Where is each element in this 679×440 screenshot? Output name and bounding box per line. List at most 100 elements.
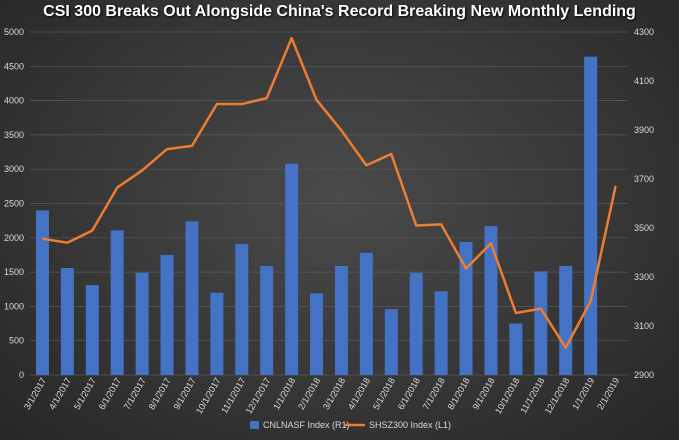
bar bbox=[235, 243, 249, 375]
line-point bbox=[216, 103, 218, 105]
x-tick-label: 12/1/2017 bbox=[244, 376, 273, 416]
bar bbox=[409, 272, 423, 375]
line-point bbox=[290, 37, 293, 39]
right-tick-label: 3300 bbox=[634, 272, 654, 282]
bar bbox=[334, 265, 348, 375]
x-tick-label: 11/1/2017 bbox=[219, 376, 247, 415]
left-tick-label: 4000 bbox=[4, 96, 24, 106]
chart-title: CSI 300 Breaks Out Alongside China's Rec… bbox=[43, 3, 636, 20]
line-point bbox=[240, 103, 243, 105]
left-tick-label: 1500 bbox=[4, 267, 24, 277]
line-point bbox=[66, 241, 69, 244]
line-point bbox=[440, 223, 442, 226]
left-tick-label: 4500 bbox=[4, 61, 24, 71]
bar bbox=[584, 56, 598, 376]
right-tick-label: 3900 bbox=[634, 125, 654, 135]
line-point bbox=[390, 153, 393, 155]
right-tick-label: 2900 bbox=[634, 370, 654, 380]
bar bbox=[459, 241, 473, 375]
left-tick-label: 3500 bbox=[4, 130, 24, 140]
line-point bbox=[614, 185, 617, 188]
line-point bbox=[91, 229, 94, 232]
legend: CNLNASF Index (R1) SHSZ300 Index (L1) bbox=[250, 420, 451, 430]
bar bbox=[185, 221, 199, 375]
x-tick-label: 2/1/2019 bbox=[595, 376, 621, 411]
line-point bbox=[564, 347, 567, 349]
line-series bbox=[41, 36, 617, 350]
x-tick-label: 5/1/2018 bbox=[371, 376, 397, 411]
right-tick-label: 3100 bbox=[634, 321, 654, 331]
left-tick-label: 5000 bbox=[4, 27, 24, 37]
bar bbox=[310, 293, 324, 375]
left-tick-label: 2500 bbox=[4, 199, 24, 209]
bar bbox=[434, 291, 448, 375]
bar bbox=[35, 210, 49, 375]
x-tick-label: 12/1/2018 bbox=[543, 376, 572, 416]
line-point bbox=[490, 242, 492, 244]
left-tick-label: 1000 bbox=[4, 301, 24, 311]
bar bbox=[484, 226, 498, 375]
x-tick-label: 3/1/2017 bbox=[22, 376, 48, 411]
x-axis: 3/1/20174/1/20175/1/20176/1/20177/1/2017… bbox=[22, 376, 621, 416]
legend-label-line: SHSZ300 Index (L1) bbox=[369, 420, 451, 430]
x-tick-label: 8/1/2017 bbox=[147, 376, 173, 411]
x-tick-label: 6/1/2018 bbox=[396, 376, 422, 411]
left-tick-label: 3000 bbox=[4, 164, 24, 174]
line-point bbox=[166, 148, 168, 150]
line-point bbox=[539, 307, 542, 310]
left-tick-label: 0 bbox=[19, 370, 24, 380]
x-tick-label: 4/1/2017 bbox=[47, 376, 73, 411]
line-point bbox=[515, 312, 517, 314]
bar bbox=[359, 252, 373, 375]
line-point bbox=[415, 224, 418, 227]
legend-label-bar: CNLNASF Index (R1) bbox=[263, 420, 350, 430]
series-line bbox=[42, 36, 617, 350]
bar bbox=[384, 309, 398, 375]
bar bbox=[285, 163, 299, 375]
x-tick-label: 1/1/2018 bbox=[271, 376, 297, 411]
bar bbox=[60, 267, 74, 375]
x-tick-label: 7/1/2018 bbox=[421, 376, 447, 411]
x-tick-label: 11/1/2018 bbox=[518, 376, 546, 415]
bar bbox=[260, 265, 274, 375]
bar bbox=[110, 230, 124, 375]
left-tick-label: 2000 bbox=[4, 233, 24, 243]
line-point bbox=[191, 145, 193, 147]
bar bbox=[210, 292, 224, 375]
bar bbox=[160, 254, 174, 375]
line-point bbox=[41, 237, 44, 240]
bar bbox=[559, 265, 573, 375]
line-point bbox=[365, 164, 368, 167]
line-point bbox=[315, 99, 318, 101]
line-point bbox=[265, 97, 268, 99]
x-tick-label: 3/1/2018 bbox=[321, 376, 347, 411]
bar-series bbox=[35, 56, 598, 376]
line-point bbox=[589, 300, 592, 303]
bar bbox=[509, 323, 523, 375]
bar bbox=[534, 271, 548, 375]
x-tick-label: 1/1/2019 bbox=[570, 376, 596, 411]
x-tick-label: 2/1/2018 bbox=[296, 376, 322, 411]
line-point bbox=[141, 169, 143, 172]
x-tick-label: 8/1/2018 bbox=[446, 376, 472, 411]
x-tick-label: 4/1/2018 bbox=[346, 376, 372, 411]
line-point bbox=[340, 129, 343, 132]
x-tick-label: 9/1/2018 bbox=[471, 376, 497, 411]
right-tick-label: 4100 bbox=[634, 76, 654, 86]
bar bbox=[135, 272, 149, 375]
right-tick-label: 3500 bbox=[634, 223, 654, 233]
x-tick-label: 9/1/2017 bbox=[172, 376, 198, 411]
x-tick-label: 5/1/2017 bbox=[72, 376, 98, 411]
bar bbox=[85, 285, 99, 375]
left-axis: 0 500 1000 1500 2000 2500 3000 3500 4000 4500 5000 bbox=[4, 27, 24, 380]
grid-lines bbox=[30, 31, 628, 376]
line-point bbox=[465, 267, 467, 270]
line-point bbox=[116, 186, 119, 189]
right-axis: 2900 3100 3300 3500 3700 3900 4100 4300 bbox=[634, 27, 654, 380]
x-tick-label: 7/1/2017 bbox=[122, 376, 148, 411]
right-tick-label: 4300 bbox=[634, 27, 654, 37]
legend-swatch-bar bbox=[250, 421, 259, 429]
x-tick-label: 6/1/2017 bbox=[97, 376, 123, 411]
